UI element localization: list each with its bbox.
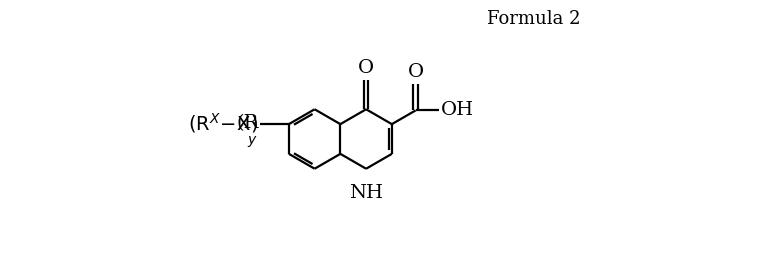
Text: (R: (R xyxy=(236,114,259,132)
Text: NH: NH xyxy=(349,184,383,202)
Text: Formula 2: Formula 2 xyxy=(487,10,580,28)
Text: $({\rm R}^{X}\!-\!{\rm X})$: $({\rm R}^{X}\!-\!{\rm X})$ xyxy=(189,111,259,135)
Text: O: O xyxy=(407,63,424,81)
Text: O: O xyxy=(358,59,374,77)
Text: $y$: $y$ xyxy=(247,134,258,149)
Text: OH: OH xyxy=(441,101,474,119)
